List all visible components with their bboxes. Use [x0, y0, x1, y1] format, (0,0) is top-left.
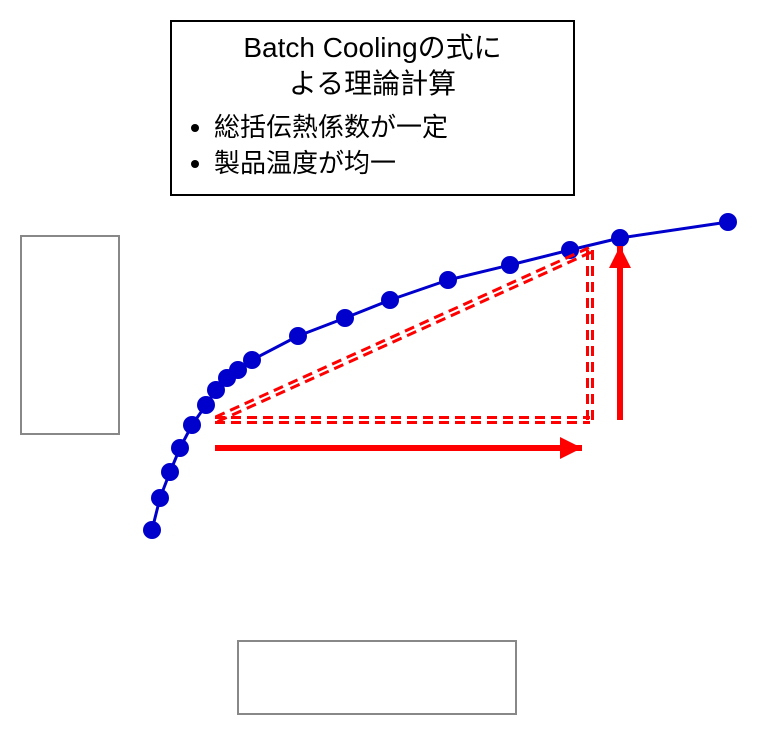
diagram-chart — [0, 0, 774, 750]
